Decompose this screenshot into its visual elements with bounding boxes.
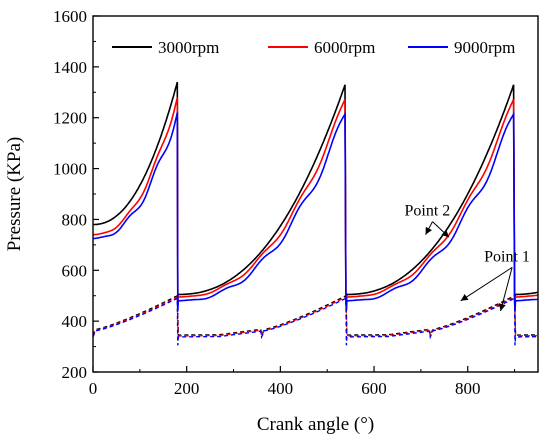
- annotation-label: Point 1: [484, 248, 530, 265]
- y-tick-label: 800: [62, 210, 88, 229]
- legend-label-9000rpm: 9000rpm: [454, 38, 515, 57]
- x-tick-label: 0: [89, 379, 98, 398]
- annotation-arrowhead: [441, 229, 449, 238]
- legend-label-3000rpm: 3000rpm: [158, 38, 219, 57]
- annotation-arrowhead: [425, 226, 432, 235]
- annotation-arrow: [500, 267, 513, 312]
- series-point2-3000rpm: [93, 81, 538, 298]
- y-tick-label: 400: [62, 312, 88, 331]
- y-tick-label: 200: [62, 363, 88, 382]
- y-tick-label: 1000: [53, 160, 87, 179]
- x-tick-label: 400: [268, 379, 294, 398]
- y-tick-label: 1400: [53, 58, 87, 77]
- annotations: Point 2 Point 1: [405, 203, 530, 312]
- series-point1-3000rpm: [93, 294, 538, 338]
- axis-ticks: 0 200 400 600 800200400600800100012001400160…: [53, 7, 516, 398]
- annotation-arrowhead: [498, 303, 506, 311]
- annotation-arrowhead: [460, 294, 469, 301]
- series-layer: [93, 81, 538, 346]
- y-tick-label: 600: [62, 261, 88, 280]
- series-point1-9000rpm: [93, 297, 538, 346]
- annotation-label: Point 2: [405, 203, 451, 220]
- y-tick-label: 1200: [53, 109, 87, 128]
- x-tick-label: 600: [361, 379, 387, 398]
- y-tick-label: 1600: [53, 7, 87, 26]
- x-axis-title: Crank angle (°): [257, 414, 374, 435]
- y-axis-title: Pressure (KPa): [4, 137, 25, 252]
- legend: 3000rpm 6000rpm 9000rpm: [112, 38, 515, 57]
- x-tick-label: 200: [174, 379, 200, 398]
- series-point1-6000rpm: [93, 295, 538, 339]
- annotation-arrow: [460, 266, 513, 302]
- legend-label-6000rpm: 6000rpm: [314, 38, 375, 57]
- x-tick-label: 800: [455, 379, 481, 398]
- series-point2-9000rpm: [93, 111, 538, 312]
- series-point2-6000rpm: [93, 97, 538, 303]
